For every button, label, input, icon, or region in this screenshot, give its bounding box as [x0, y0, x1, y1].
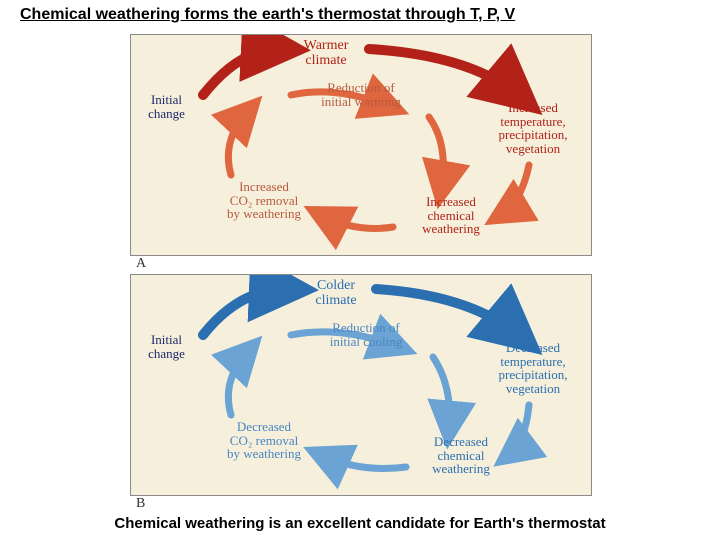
panel-a-label: A: [136, 256, 146, 272]
panel-b: Initialchange Colderclimate Reduction ofin…: [130, 274, 592, 496]
page-title: Chemical weathering forms the earth's th…: [0, 0, 720, 24]
node-initial: Initialchange: [139, 333, 194, 360]
node-initial: Initialchange: [139, 93, 194, 120]
caption: Chemical weathering is an excellent cand…: [0, 515, 720, 532]
node-co2: DecreasedCO₂ removalby weathering: [209, 420, 319, 461]
node-warmer: Warmerclimate: [286, 39, 366, 68]
node-reduction: Reduction ofinitial warming: [296, 81, 426, 108]
node-colder: Colderclimate: [296, 279, 376, 308]
figure-area: Initialchange Warmerclimate Reduction ofin…: [130, 34, 590, 499]
node-tpv: Increasedtemperature,precipitation,veget…: [483, 101, 583, 156]
panel-a: Initialchange Warmerclimate Reduction ofin…: [130, 34, 592, 256]
node-tpv: Decreasedtemperature,precipitation,veget…: [483, 341, 583, 396]
node-chemweath: Increasedchemicalweathering: [401, 195, 501, 236]
node-co2: IncreasedCO₂ removalby weathering: [209, 180, 319, 221]
panel-b-label: B: [136, 496, 145, 512]
node-reduction: Reduction ofinitial cooling: [301, 321, 431, 348]
node-chemweath: Decreasedchemicalweathering: [411, 435, 511, 476]
